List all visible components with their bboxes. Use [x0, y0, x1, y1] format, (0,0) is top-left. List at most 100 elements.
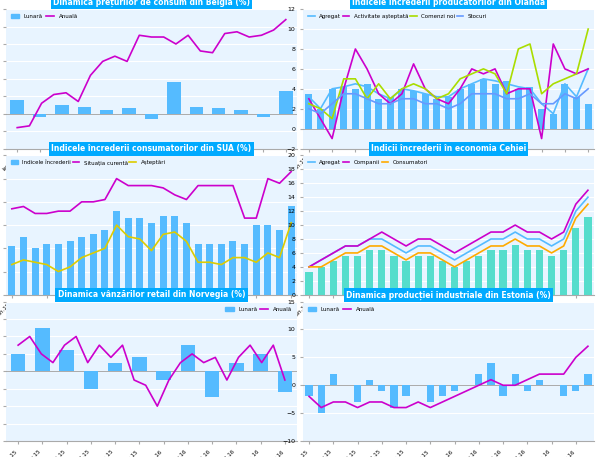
Legend: Lunară, Anuală: Lunară, Anuală: [9, 12, 80, 21]
Bar: [352, 89, 359, 128]
Bar: [77, 107, 91, 114]
Bar: [265, 225, 271, 434]
Bar: [387, 97, 394, 128]
Bar: [205, 371, 220, 398]
Legend: Indicele încrederii, Situația curentă, Așteptări: Indicele încrederii, Situația curentă, A…: [9, 158, 168, 168]
Legend: Agregat, Companii, Consumatori: Agregat, Companii, Consumatori: [306, 158, 430, 168]
Bar: [526, 87, 533, 128]
Bar: [35, 328, 50, 371]
Bar: [548, 256, 555, 295]
Bar: [439, 261, 446, 295]
Title: Dinamica producției industriale din Estonia (%): Dinamica producției industriale din Esto…: [346, 291, 551, 300]
Bar: [305, 94, 313, 128]
Bar: [329, 374, 337, 385]
Bar: [487, 250, 494, 295]
Bar: [366, 380, 373, 385]
Title: Dinamica vânzărilor retail din Norvegia (%): Dinamica vânzărilor retail din Norvegia …: [58, 291, 245, 299]
Bar: [101, 230, 109, 434]
Bar: [317, 385, 325, 413]
Bar: [366, 250, 373, 295]
Legend: Lunară, Anuală: Lunară, Anuală: [223, 304, 294, 314]
Bar: [398, 89, 406, 128]
Bar: [235, 110, 248, 114]
Bar: [536, 250, 543, 295]
Bar: [427, 256, 434, 295]
Bar: [218, 244, 225, 434]
Legend: Agregat, Activitate așteptată, Comenzi noi, Stocuri: Agregat, Activitate așteptată, Comenzi n…: [306, 12, 489, 21]
Bar: [241, 244, 248, 434]
Bar: [287, 207, 295, 434]
Bar: [148, 223, 155, 434]
Bar: [20, 237, 27, 434]
Bar: [354, 256, 361, 295]
Bar: [584, 104, 592, 128]
Bar: [194, 244, 202, 434]
Bar: [391, 256, 398, 295]
Bar: [167, 82, 181, 114]
Bar: [415, 256, 422, 295]
Bar: [410, 91, 417, 128]
Bar: [364, 84, 371, 128]
Bar: [403, 385, 410, 396]
Bar: [83, 371, 98, 389]
Bar: [33, 114, 46, 117]
Bar: [487, 363, 494, 385]
Bar: [584, 217, 592, 295]
Bar: [439, 385, 446, 396]
Bar: [499, 385, 506, 396]
Bar: [317, 109, 324, 128]
Bar: [229, 241, 236, 434]
Bar: [340, 87, 347, 128]
Bar: [32, 248, 38, 434]
Bar: [503, 81, 510, 128]
Bar: [212, 108, 226, 114]
Bar: [136, 218, 143, 434]
Bar: [11, 354, 25, 371]
Bar: [276, 230, 283, 434]
Bar: [122, 108, 136, 114]
Bar: [562, 84, 568, 128]
Bar: [67, 241, 74, 434]
Bar: [499, 250, 506, 295]
Bar: [229, 362, 244, 371]
Legend: Lunară, Anuală: Lunară, Anuală: [306, 304, 377, 314]
Bar: [317, 267, 325, 295]
Bar: [475, 374, 482, 385]
Bar: [160, 216, 167, 434]
Bar: [457, 89, 464, 128]
Bar: [157, 371, 171, 380]
Bar: [584, 374, 592, 385]
Bar: [536, 380, 543, 385]
Bar: [305, 385, 313, 396]
Bar: [451, 385, 458, 391]
Bar: [491, 84, 499, 128]
Bar: [422, 94, 429, 128]
Bar: [378, 250, 385, 295]
Bar: [113, 211, 120, 434]
Bar: [451, 267, 458, 295]
Bar: [560, 250, 568, 295]
Bar: [572, 228, 580, 295]
Bar: [354, 385, 361, 402]
Bar: [305, 272, 313, 295]
Bar: [253, 225, 260, 434]
Bar: [43, 244, 50, 434]
Bar: [342, 256, 349, 295]
Bar: [329, 89, 335, 128]
Bar: [468, 84, 475, 128]
Bar: [524, 250, 531, 295]
Bar: [8, 246, 16, 434]
Bar: [279, 91, 293, 114]
Bar: [125, 218, 132, 434]
Bar: [403, 261, 410, 295]
Bar: [329, 261, 337, 295]
Bar: [78, 237, 85, 434]
Bar: [515, 89, 522, 128]
Title: Indicele încrederii producătorilor din Olanda: Indicele încrederii producătorilor din O…: [352, 0, 545, 7]
Bar: [10, 100, 24, 114]
Bar: [560, 385, 568, 396]
Bar: [90, 234, 97, 434]
Bar: [59, 351, 74, 371]
Bar: [550, 114, 557, 128]
Bar: [538, 109, 545, 128]
